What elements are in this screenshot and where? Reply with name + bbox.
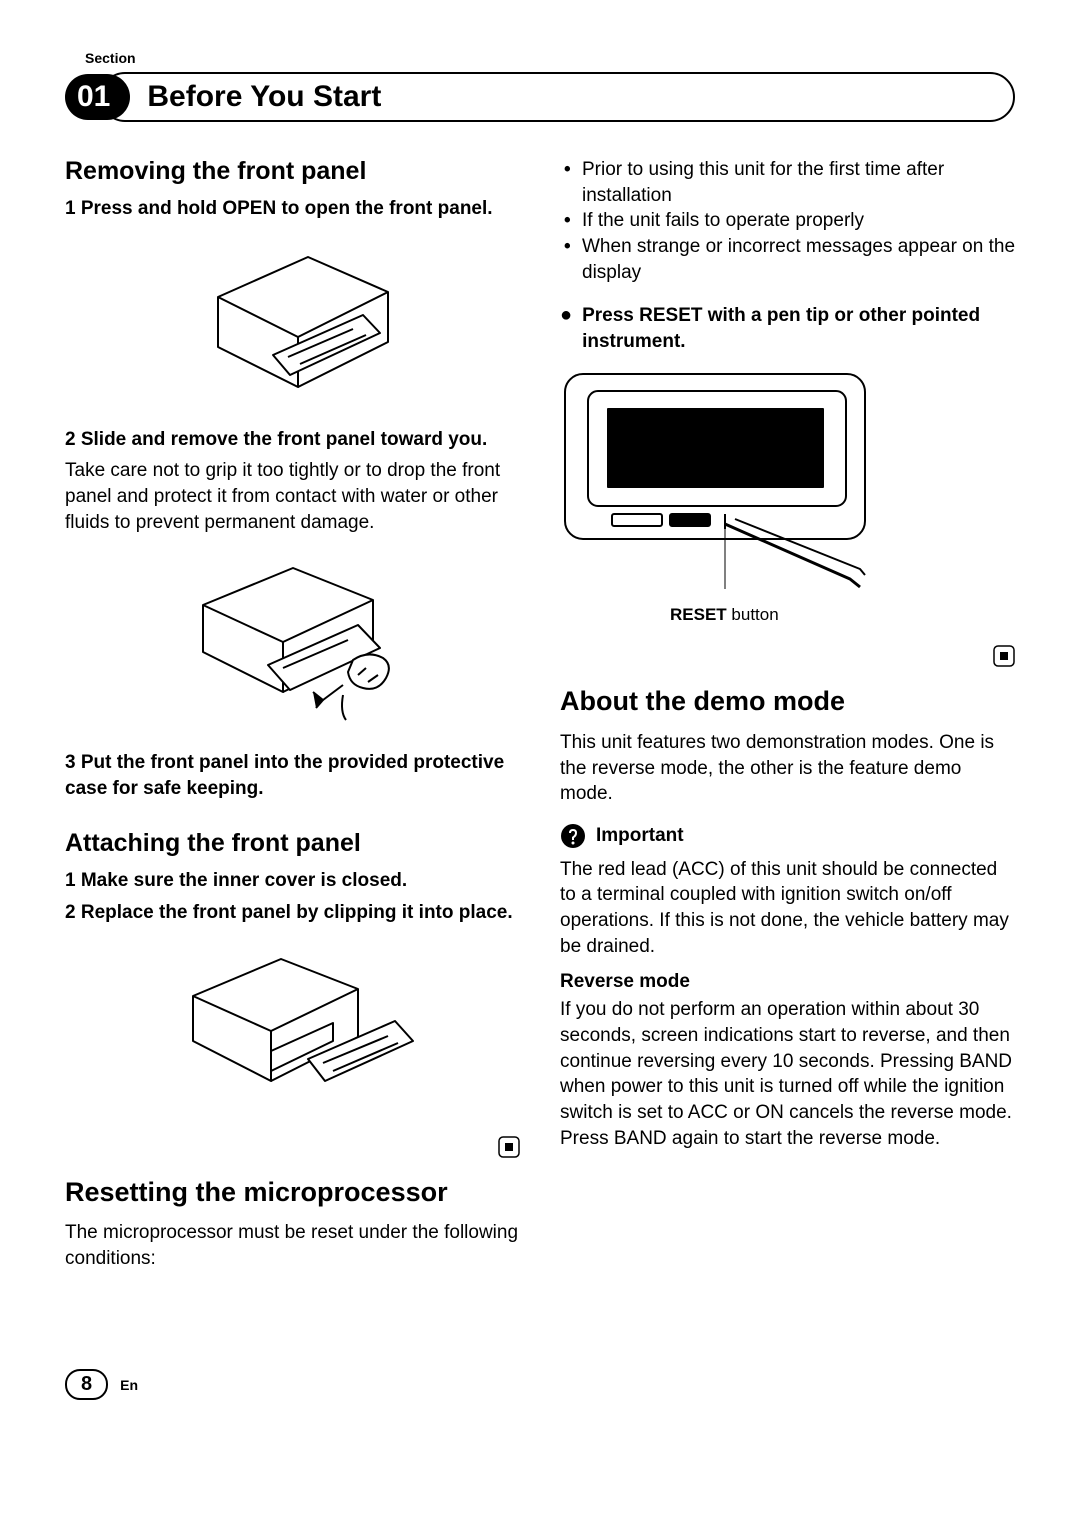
section-header: 01 Before You Start	[65, 72, 1015, 122]
section-number-badge: 01	[65, 74, 130, 120]
important-row: Important	[560, 823, 1015, 849]
left-column: Removing the front panel 1 Press and hol…	[65, 157, 520, 1279]
reset-button-illustration	[560, 369, 870, 599]
remove-note: Take care not to grip it too tightly or …	[65, 458, 520, 535]
unit-open-illustration	[178, 237, 408, 407]
figure-remove-1	[65, 237, 520, 407]
section-title-pill: Before You Start	[100, 72, 1015, 122]
attach-step-1: 1 Make sure the inner cover is closed.	[65, 868, 520, 894]
reset-caption: RESET button	[670, 605, 1015, 625]
page-number: 8	[65, 1369, 108, 1400]
important-icon	[560, 823, 586, 849]
remove-step-2: 2 Slide and remove the front panel towar…	[65, 427, 520, 453]
figure-remove-2	[65, 550, 520, 730]
reverse-mode-text: If you do not perform an operation withi…	[560, 997, 1015, 1151]
heading-attaching: Attaching the front panel	[65, 829, 520, 858]
important-label: Important	[596, 825, 684, 847]
reset-instruction: ● Press RESET with a pen tip or other po…	[560, 303, 1015, 354]
section-title: Before You Start	[147, 80, 988, 114]
section-label: Section	[85, 50, 1015, 66]
reset-condition-3: When strange or incorrect messages appea…	[560, 234, 1015, 285]
reset-condition-2: If the unit fails to operate properly	[560, 208, 1015, 234]
unit-slide-illustration	[168, 550, 418, 730]
important-text: The red lead (ACC) of this unit should b…	[560, 857, 1015, 960]
reset-caption-rest: button	[727, 605, 779, 624]
attach-step-2: 2 Replace the front panel by clipping it…	[65, 900, 520, 926]
stop-icon	[498, 1136, 520, 1158]
unit-attach-illustration	[163, 941, 423, 1116]
reset-instruction-text: Press RESET with a pen tip or other poin…	[582, 303, 1015, 354]
right-column: Prior to using this unit for the first t…	[560, 157, 1015, 1279]
figure-reset: RESET button	[560, 369, 1015, 625]
heading-resetting: Resetting the microprocessor	[65, 1176, 520, 1208]
stop-icon	[993, 645, 1015, 667]
remove-step-1: 1 Press and hold OPEN to open the front …	[65, 196, 520, 222]
demo-intro: This unit features two demonstration mod…	[560, 730, 1015, 807]
figure-attach	[65, 941, 520, 1116]
bullet-icon: ●	[560, 305, 572, 325]
section-end-mark-1	[65, 1136, 520, 1158]
section-end-mark-2	[560, 645, 1015, 667]
heading-demo: About the demo mode	[560, 685, 1015, 717]
reset-caption-bold: RESET	[670, 605, 727, 624]
reset-condition-1: Prior to using this unit for the first t…	[560, 157, 1015, 208]
reset-conditions-list: Prior to using this unit for the first t…	[560, 157, 1015, 285]
reset-intro: The microprocessor must be reset under t…	[65, 1220, 520, 1271]
reverse-mode-heading: Reverse mode	[560, 971, 1015, 993]
remove-step-3: 3 Put the front panel into the provided …	[65, 750, 520, 801]
page-footer: 8 En	[65, 1369, 1015, 1400]
language-label: En	[120, 1377, 138, 1393]
heading-removing: Removing the front panel	[65, 157, 520, 186]
